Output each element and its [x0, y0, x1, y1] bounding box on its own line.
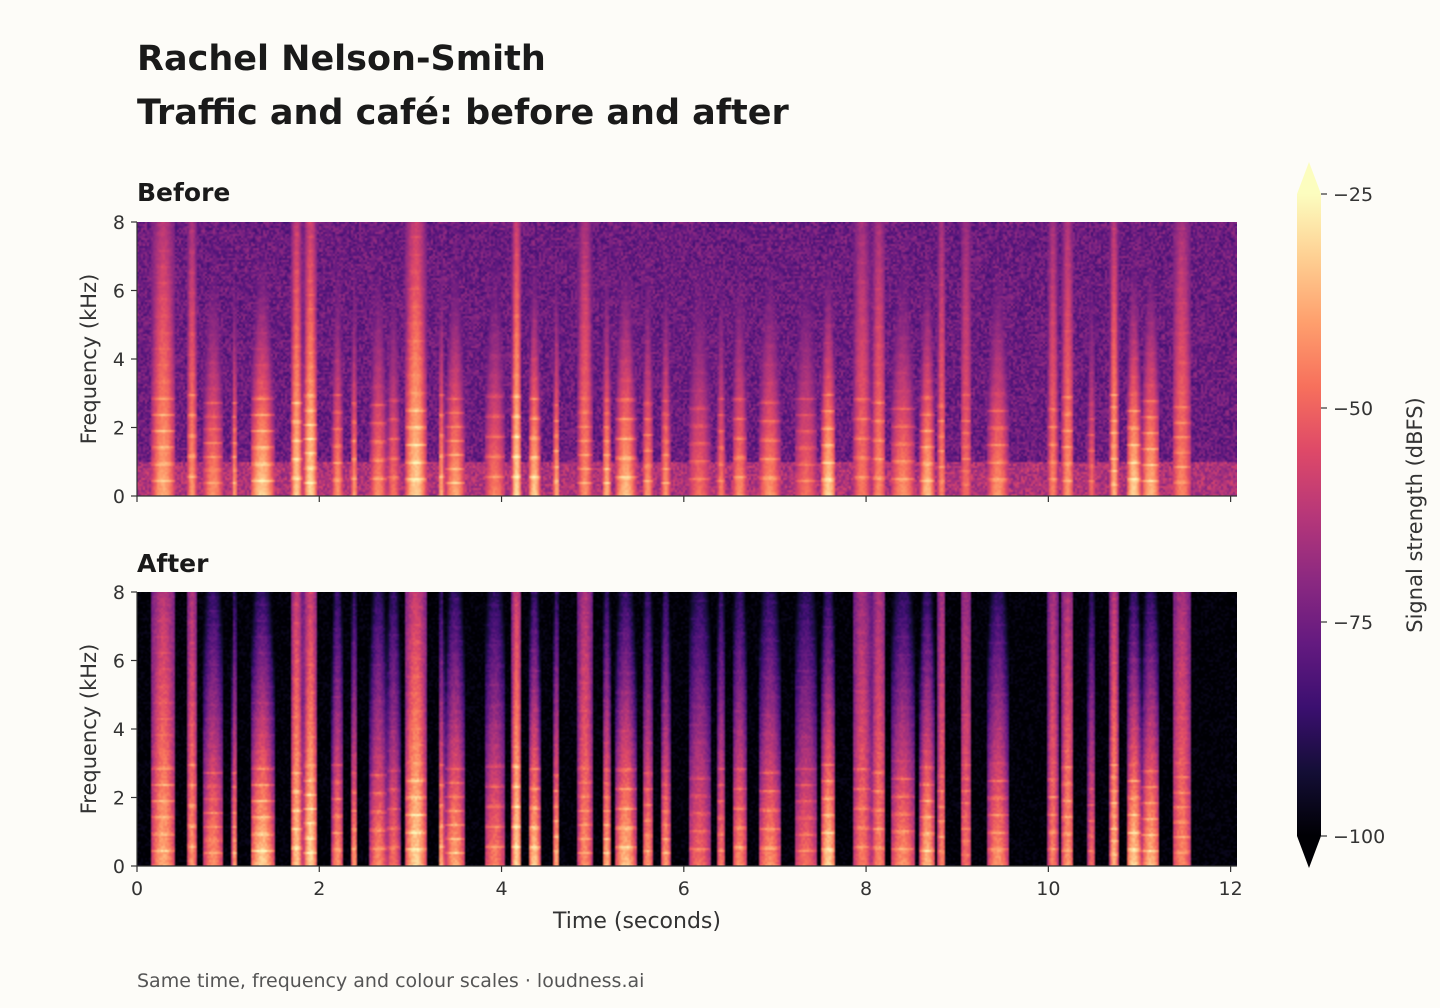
y-tick-label-before: 4	[113, 349, 125, 371]
spectrogram-before	[137, 222, 1237, 496]
y-tick-label-before: 8	[113, 212, 125, 234]
colorbar-gradient	[1297, 194, 1321, 836]
panel-title-before: Before	[137, 178, 231, 207]
colorbar-tick-label: −75	[1333, 612, 1373, 634]
colorbar-tick-label: −25	[1333, 184, 1373, 206]
y-axis-label-before: Frequency (kHz)	[77, 274, 101, 445]
y-tick-label-after: 0	[113, 856, 125, 878]
panel-title-after: After	[137, 549, 209, 578]
y-tick-label-after: 8	[113, 582, 125, 604]
colorbar-tick-label: −50	[1333, 398, 1373, 420]
y-tick-label-before: 2	[113, 418, 125, 440]
spectrogram-after	[137, 592, 1237, 866]
x-axis-label: Time (seconds)	[552, 909, 721, 934]
x-tick-label-after: 6	[678, 878, 690, 900]
colorbar-extend-min	[1297, 836, 1321, 868]
y-axis-label-after: Frequency (kHz)	[77, 644, 101, 815]
x-tick-label-after: 10	[1036, 878, 1060, 900]
x-tick-label-after: 4	[495, 878, 507, 900]
x-tick-label-after: 2	[313, 878, 325, 900]
y-tick-label-after: 2	[113, 788, 125, 810]
y-tick-label-before: 0	[113, 486, 125, 508]
x-tick-label-after: 12	[1219, 878, 1243, 900]
chart-title: Rachel Nelson-Smith	[137, 39, 546, 79]
colorbar-tick-label: −100	[1333, 826, 1385, 848]
x-tick-label-after: 8	[860, 878, 872, 900]
x-tick-label-after: 0	[131, 878, 143, 900]
y-tick-label-after: 6	[113, 651, 125, 673]
y-tick-label-before: 6	[113, 281, 125, 303]
colorbar-label: Signal strength (dBFS)	[1403, 397, 1427, 632]
colorbar-extend-max	[1297, 162, 1321, 194]
chart-subtitle: Traffic and café: before and after	[137, 93, 789, 133]
footer-note: Same time, frequency and colour scales ·…	[137, 970, 645, 992]
y-tick-label-after: 4	[113, 719, 125, 741]
